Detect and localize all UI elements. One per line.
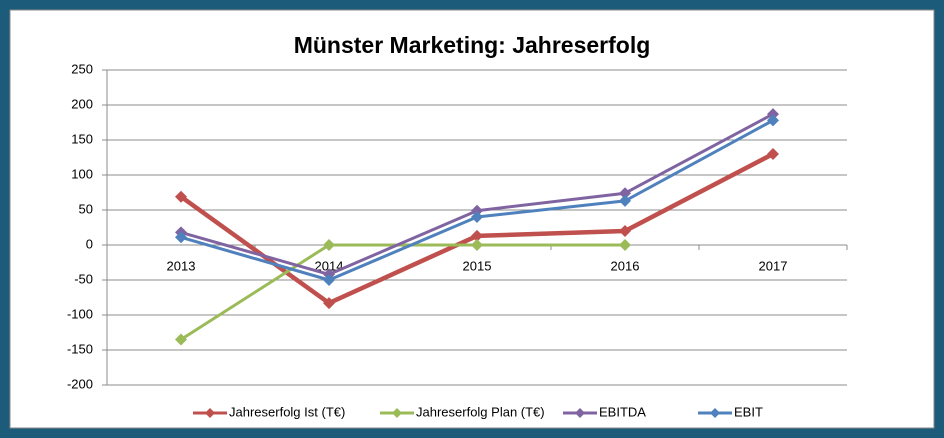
data-point xyxy=(175,231,187,244)
legend-label: Jahreserfolg Ist (T€) xyxy=(229,404,345,419)
data-point xyxy=(619,194,631,207)
y-tick-label: -100 xyxy=(67,306,93,321)
y-tick-label: 50 xyxy=(79,201,93,216)
legend-label: Jahreserfolg Plan (T€) xyxy=(416,404,545,419)
legend-marker xyxy=(205,408,215,418)
data-point xyxy=(323,274,335,286)
legend-label: EBIT xyxy=(734,404,763,419)
series-line xyxy=(180,243,625,341)
legend-marker xyxy=(392,408,402,418)
data-point xyxy=(323,239,335,251)
y-tick-label: 0 xyxy=(86,236,93,251)
y-tick-label: 200 xyxy=(71,96,93,111)
data-point xyxy=(767,108,779,121)
data-point xyxy=(767,114,779,127)
data-point xyxy=(471,204,483,217)
data-point xyxy=(471,239,483,251)
data-point xyxy=(175,333,187,346)
data-point xyxy=(471,211,483,223)
x-tick-label: 2016 xyxy=(611,258,640,273)
data-point xyxy=(619,225,631,237)
x-tick-label: 2013 xyxy=(167,258,196,273)
y-tick-label: 150 xyxy=(71,131,93,146)
x-tick-label: 2015 xyxy=(463,258,492,273)
data-point xyxy=(175,190,187,203)
x-tick-label: 2017 xyxy=(759,258,788,273)
data-point xyxy=(323,297,335,310)
legend-label: EBITDA xyxy=(599,404,646,419)
legend-marker xyxy=(575,408,585,418)
y-tick-label: 250 xyxy=(71,61,93,76)
y-tick-label: -150 xyxy=(67,341,93,356)
data-point xyxy=(619,187,631,200)
y-tick-label: -200 xyxy=(67,376,93,391)
data-point xyxy=(471,229,483,242)
data-point xyxy=(619,239,631,251)
y-tick-label: -50 xyxy=(74,271,93,286)
data-point xyxy=(767,148,779,160)
chart-title: Münster Marketing: Jahreserfolg xyxy=(294,32,651,58)
y-tick-label: 100 xyxy=(71,166,93,181)
legend-marker xyxy=(710,408,720,418)
